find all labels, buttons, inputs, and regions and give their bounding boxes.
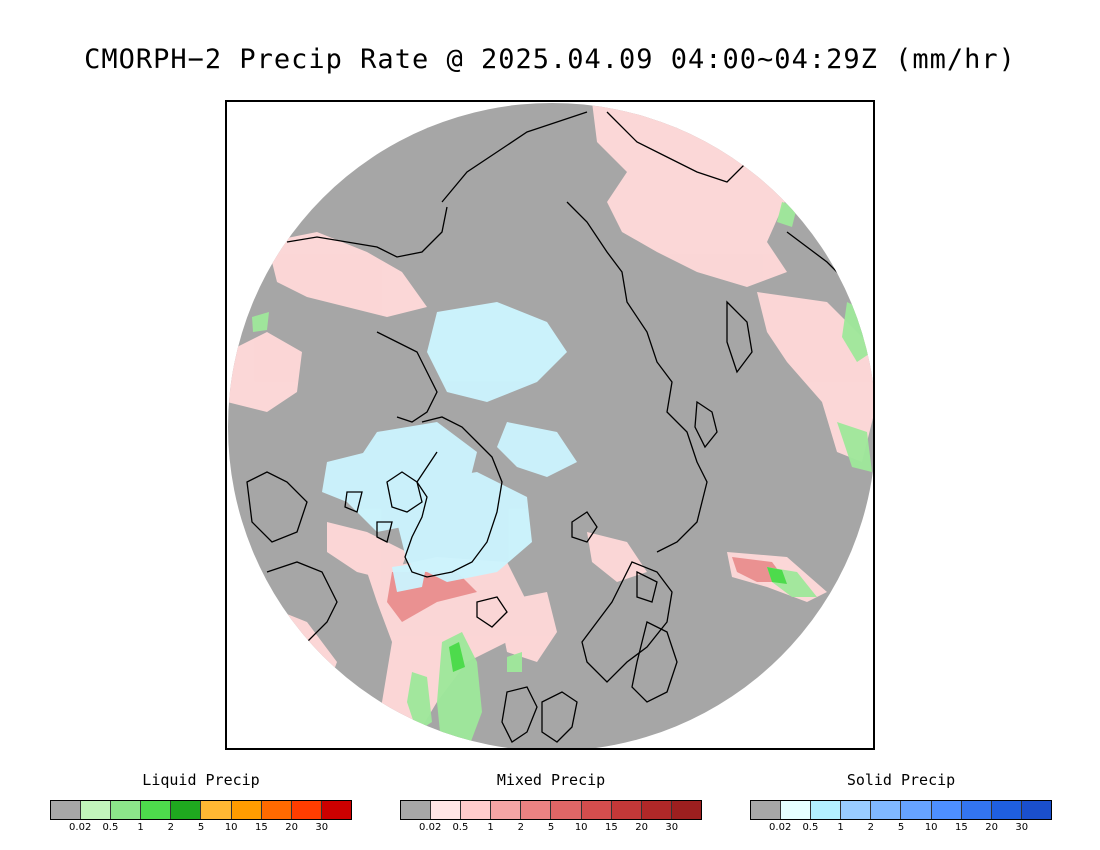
legend-swatch xyxy=(431,801,462,819)
legend-swatch xyxy=(551,801,582,819)
legend-tick-label: 0.5 xyxy=(802,822,819,833)
liquid-precip-heavy xyxy=(449,567,787,672)
legend-tick-label: 15 xyxy=(955,822,968,833)
legend-tick-label: 5 xyxy=(197,822,205,833)
legend-swatch xyxy=(491,801,522,819)
legend-tick-label: 0.02 xyxy=(69,822,92,833)
legend-swatch xyxy=(931,801,962,819)
legend-swatch xyxy=(641,801,672,819)
legend-mixed-ticks: 0.02 0.5 1 2 5 10 15 20 30 xyxy=(400,820,702,834)
polar-precip-map xyxy=(225,100,875,750)
legend-swatch xyxy=(81,801,112,819)
legend-tick-label: 15 xyxy=(255,822,268,833)
legend-swatch xyxy=(401,801,432,819)
legend-swatch xyxy=(111,801,142,819)
legend-solid: Solid Precip 0.02 0.5 1 2 5 10 15 20 30 xyxy=(750,770,1052,834)
legend-tick-label: 5 xyxy=(897,822,905,833)
legend-swatch xyxy=(261,801,292,819)
legend-swatch xyxy=(871,801,902,819)
legend-swatch xyxy=(901,801,932,819)
legend-tick-label: 0.5 xyxy=(102,822,119,833)
legend-tick-label: 30 xyxy=(1015,822,1029,833)
legend-tick-label: 20 xyxy=(985,822,998,833)
legend-tick-label: 0.02 xyxy=(769,822,792,833)
legend-swatch xyxy=(201,801,232,819)
legend-swatch xyxy=(231,801,262,819)
legend-swatch xyxy=(581,801,612,819)
legend-swatch xyxy=(611,801,642,819)
legend-tick-label: 30 xyxy=(315,822,329,833)
legend-swatch xyxy=(841,801,872,819)
legend-swatch xyxy=(961,801,992,819)
legend-tick-label: 2 xyxy=(517,822,524,833)
legend-tick-label: 15 xyxy=(605,822,618,833)
legend-swatch xyxy=(991,801,1022,819)
legend-mixed: Mixed Precip 0.02 0.5 1 2 5 10 15 20 30 xyxy=(400,770,702,834)
legend-tick-label: 1 xyxy=(487,822,494,833)
legend-swatch xyxy=(811,801,842,819)
legend-mixed-colorbar xyxy=(400,800,702,820)
legend-solid-title: Solid Precip xyxy=(846,771,956,789)
legend-tick-label: 1 xyxy=(837,822,844,833)
legend-swatch xyxy=(171,801,202,819)
solid-precip-areas xyxy=(322,302,577,592)
legend-tick-label: 10 xyxy=(924,822,938,833)
legend-swatch xyxy=(751,801,782,819)
legend-swatch xyxy=(521,801,552,819)
coastlines xyxy=(246,111,868,743)
legend-tick-label: 20 xyxy=(635,822,648,833)
legend-liquid-colorbar xyxy=(50,800,352,820)
legend-solid-colorbar xyxy=(750,800,1052,820)
legend-swatch xyxy=(1021,801,1051,819)
legend-liquid-ticks: 0.02 0.5 1 2 5 10 15 20 30 xyxy=(50,820,352,834)
legend-swatch xyxy=(671,801,701,819)
legend-tick-label: 10 xyxy=(224,822,238,833)
map-title: CMORPH−2 Precip Rate @ 2025.04.09 04:00~… xyxy=(84,44,1016,75)
legend-tick-label: 5 xyxy=(547,822,555,833)
legend-tick-label: 2 xyxy=(867,822,874,833)
legend-swatch xyxy=(291,801,322,819)
legend-solid-ticks: 0.02 0.5 1 2 5 10 15 20 30 xyxy=(750,820,1052,834)
legend-tick-label: 0.02 xyxy=(419,822,442,833)
legend-tick-label: 30 xyxy=(665,822,679,833)
legend-swatch xyxy=(781,801,812,819)
legend-tick-label: 2 xyxy=(167,822,174,833)
legend-swatch xyxy=(51,801,82,819)
legend-liquid-title: Liquid Precip xyxy=(142,771,260,789)
map-canvas xyxy=(228,103,873,748)
legend-liquid: Liquid Precip 0.02 0.5 1 2 5 10 15 20 30 xyxy=(50,770,352,834)
legend-mixed-title: Mixed Precip xyxy=(496,771,606,789)
legend-swatch xyxy=(321,801,351,819)
legend-swatch xyxy=(461,801,492,819)
legend-tick-label: 10 xyxy=(574,822,588,833)
legend-swatch xyxy=(141,801,172,819)
legend-tick-label: 0.5 xyxy=(452,822,469,833)
legend-tick-label: 1 xyxy=(137,822,144,833)
legend-tick-label: 20 xyxy=(285,822,298,833)
